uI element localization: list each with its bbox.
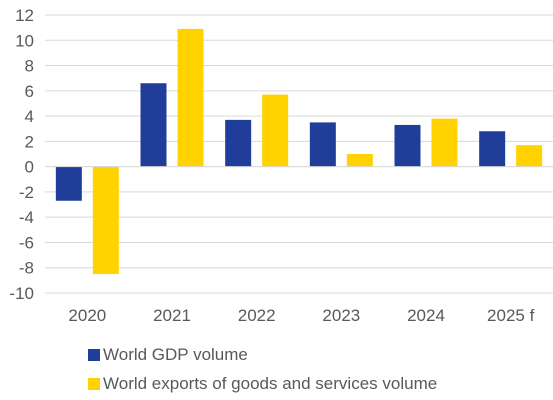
y-tick-label: 2: [25, 132, 34, 151]
legend-item-exports: World exports of goods and services volu…: [88, 374, 437, 394]
legend-label-exports: World exports of goods and services volu…: [103, 374, 438, 393]
legend-swatch-gdp: [88, 349, 100, 361]
gridlines: [45, 14, 553, 294]
y-tick-label: 6: [25, 82, 34, 101]
x-tick-label: 2024: [407, 306, 445, 325]
bar-exports: [262, 94, 289, 167]
y-tick-label: 8: [25, 57, 34, 76]
y-tick-label: 10: [15, 31, 34, 50]
x-tick-label: 2025 f: [487, 306, 535, 325]
bar-gdp: [225, 119, 252, 167]
y-tick-label: 4: [25, 107, 34, 126]
y-tick-label: -2: [19, 183, 34, 202]
bar-gdp: [479, 131, 506, 167]
bar-exports: [346, 154, 373, 167]
bar-exports: [177, 28, 204, 167]
x-tick-label: 2021: [153, 306, 191, 325]
y-tick-label: -6: [19, 233, 34, 252]
y-tick-label: -8: [19, 259, 34, 278]
bar-gdp: [394, 124, 421, 167]
bars: [45, 28, 553, 275]
x-tick-label: 2022: [238, 306, 276, 325]
y-tick-label: 0: [25, 158, 34, 177]
legend-swatch-exports: [88, 378, 100, 390]
y-tick-label: -10: [9, 284, 34, 303]
bar-exports: [431, 118, 458, 167]
bar-exports: [516, 145, 543, 167]
bar-gdp: [309, 122, 336, 167]
legend-item-gdp: World GDP volume: [88, 345, 248, 365]
x-axis-ticks: 2020 2021 2022 2023 2024 2025 f: [68, 306, 534, 325]
y-tick-label: 12: [15, 6, 34, 25]
y-tick-label: -4: [19, 208, 34, 227]
x-tick-label: 2023: [322, 306, 360, 325]
bar-gdp: [140, 83, 167, 167]
bar-exports: [92, 166, 119, 275]
y-axis-ticks: 12 10 8 6 4 2 0 -2 -4 -6 -8 -10: [9, 6, 34, 303]
legend-label-gdp: World GDP volume: [103, 345, 248, 364]
bar-gdp: [55, 166, 82, 201]
x-tick-label: 2020: [68, 306, 106, 325]
